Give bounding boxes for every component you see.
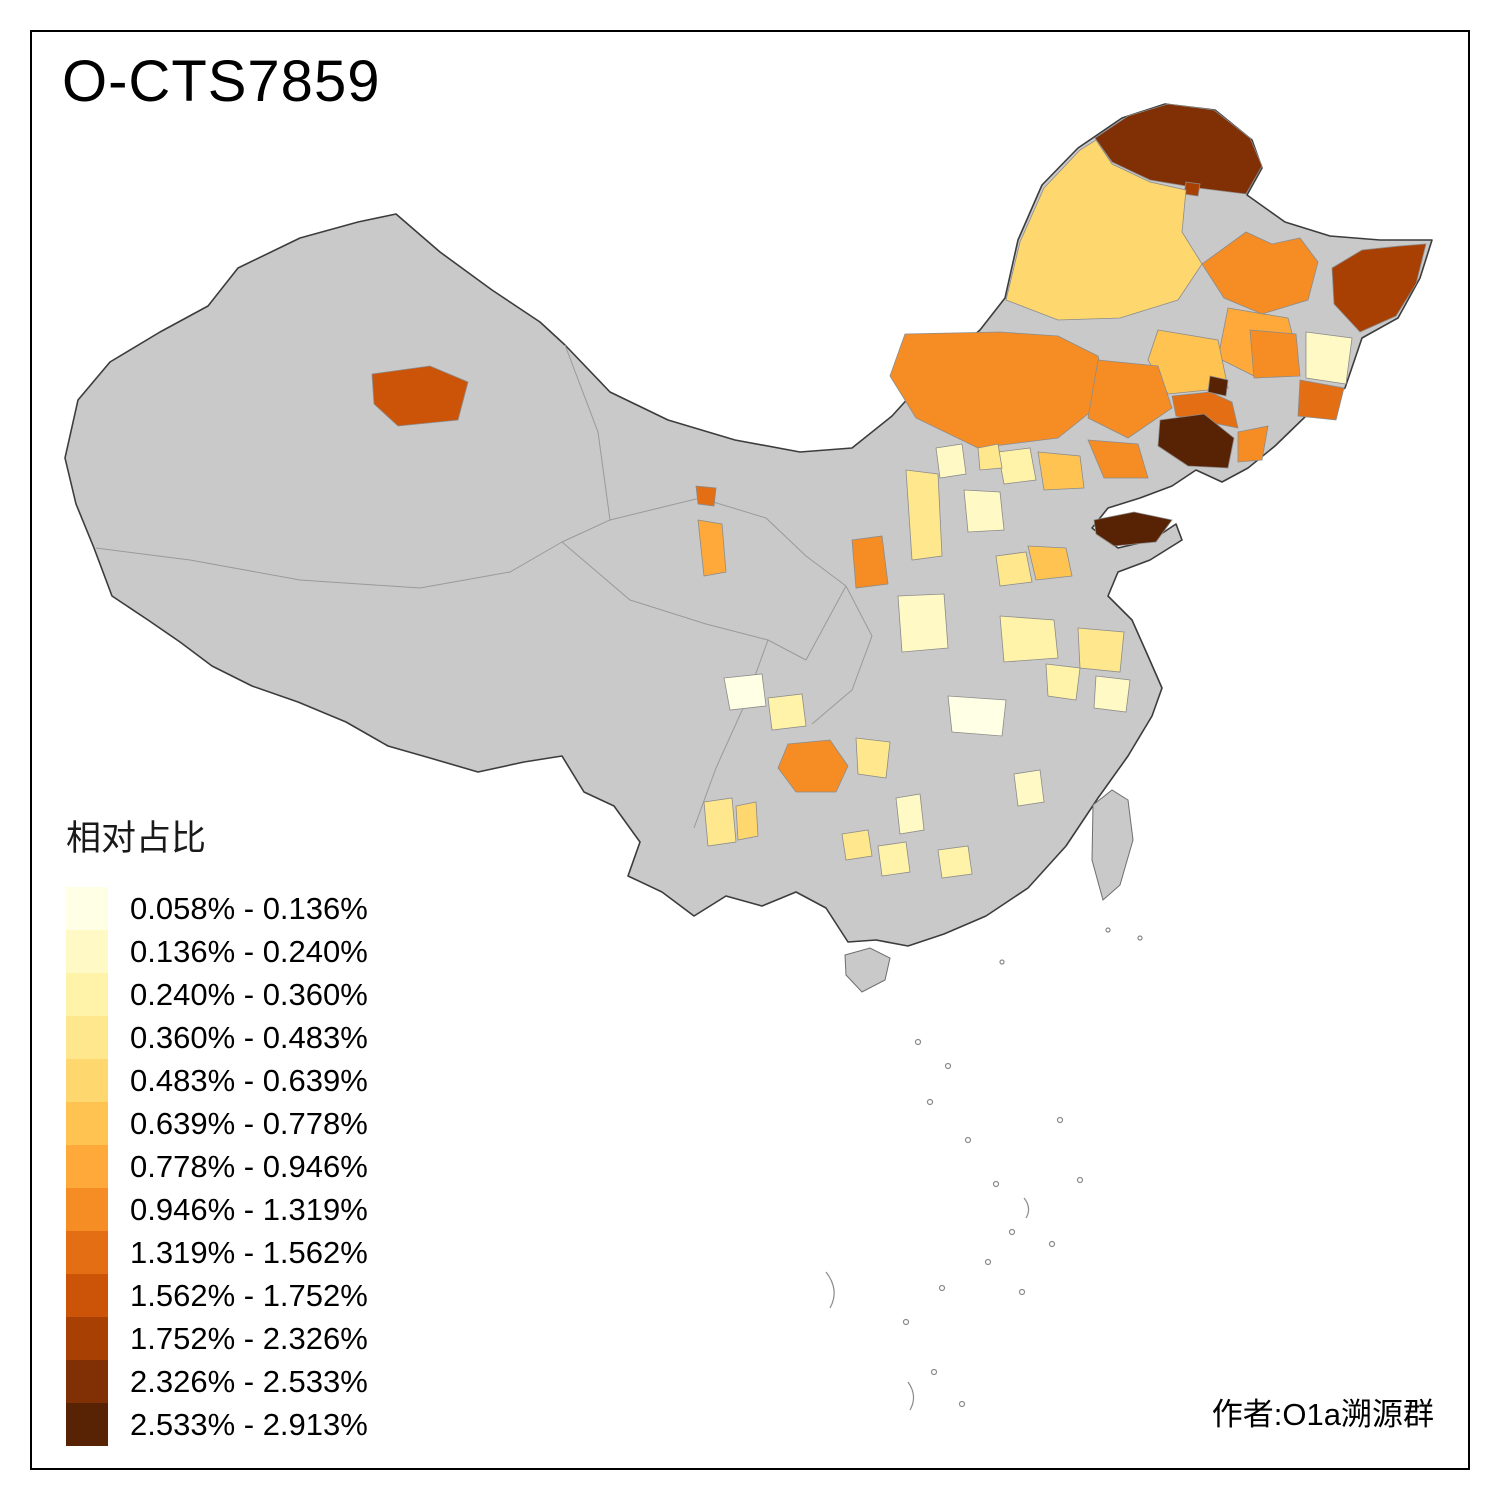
map-region-guangxi-1 — [877, 841, 911, 877]
legend-label: 1.752% - 2.326% — [130, 1320, 368, 1356]
legend-row: 2.533% - 2.913% — [66, 1403, 368, 1446]
map-region-hunan — [895, 793, 925, 835]
map-title: O-CTS7859 — [62, 49, 381, 114]
legend-row: 1.752% - 2.326% — [66, 1317, 368, 1360]
map-region-taiyuan — [851, 535, 889, 589]
south-china-sea-islands — [825, 927, 1143, 1411]
map-region-heihe-mid — [1201, 231, 1319, 315]
legend: 相对占比 0.058% - 0.136% 0.136% - 0.240% 0.240… — [66, 810, 368, 1446]
legend-label: 0.639% - 0.778% — [130, 1105, 368, 1141]
legend-swatch — [66, 1360, 108, 1403]
map-region-guiyang — [777, 739, 849, 793]
map-region-liaodong-dark — [1157, 413, 1235, 469]
legend-row: 0.946% - 1.319% — [66, 1188, 368, 1231]
map-region-jinan — [995, 551, 1033, 587]
map-region-benxi-dark-dot — [1207, 375, 1229, 397]
legend-row: 0.483% - 0.639% — [66, 1059, 368, 1102]
map-region-shandong-east-dark — [1093, 511, 1173, 547]
legend-label: 0.778% - 0.946% — [130, 1148, 368, 1184]
legend-swatch — [66, 930, 108, 973]
map-region-chongqing — [855, 737, 891, 779]
map-region-yunnan-1 — [703, 797, 737, 847]
map-region-shanxi-strip — [905, 469, 943, 561]
legend-row: 0.058% - 0.136% — [66, 887, 368, 930]
legend-swatch — [66, 1403, 108, 1446]
map-region-henan — [999, 615, 1059, 663]
map-region-yinchuan-dot — [695, 485, 717, 507]
map-region-dandong — [1237, 425, 1269, 463]
map-region-xinjiang-blob — [371, 365, 469, 427]
legend-swatch — [66, 1231, 108, 1274]
legend-row: 0.639% - 0.778% — [66, 1102, 368, 1145]
map-region-jilin-east-pale — [1305, 331, 1353, 385]
map-region-tongliao — [1087, 359, 1173, 439]
map-region-hebei — [963, 489, 1005, 533]
legend-row: 0.778% - 0.946% — [66, 1145, 368, 1188]
legend-swatch — [66, 1059, 108, 1102]
legend-row: 1.319% - 1.562% — [66, 1231, 368, 1274]
map-region-neimenggu-west — [889, 331, 1109, 449]
choropleth-regions — [371, 103, 1427, 879]
map-region-anhui — [1045, 663, 1081, 701]
map-region-chifeng — [1037, 451, 1085, 491]
map-region-zibo — [1027, 545, 1073, 581]
taiwan-island — [1091, 789, 1134, 901]
legend-row: 2.326% - 2.533% — [66, 1360, 368, 1403]
map-region-sichuan-2 — [767, 693, 807, 731]
legend-swatch — [66, 1102, 108, 1145]
legend-swatch — [66, 1016, 108, 1059]
legend-label: 1.319% - 1.562% — [130, 1234, 368, 1270]
map-region-changchun — [1147, 329, 1229, 395]
legend-row: 0.360% - 0.483% — [66, 1016, 368, 1059]
legend-label: 0.946% - 1.319% — [130, 1191, 368, 1227]
legend-label: 0.240% - 0.360% — [130, 976, 368, 1012]
map-region-ningxia-strip — [697, 519, 727, 577]
legend-label: 1.562% - 1.752% — [130, 1277, 368, 1313]
legend-label: 0.360% - 0.483% — [130, 1019, 368, 1055]
credit-text: 作者:O1a溯源群 — [1211, 1397, 1434, 1432]
legend-label: 0.058% - 0.136% — [130, 890, 368, 926]
map-region-hubei — [947, 695, 1007, 737]
map-region-jilin-se — [1249, 329, 1301, 379]
map-region-jiangsu — [1093, 675, 1131, 713]
legend-row: 1.562% - 1.752% — [66, 1274, 368, 1317]
province-borders — [95, 344, 873, 829]
legend-label: 0.136% - 0.240% — [130, 933, 368, 969]
map-region-sanjiang-east — [1331, 243, 1427, 333]
map-region-guangdong — [937, 845, 973, 879]
legend-swatch — [66, 1274, 108, 1317]
map-region-sichuan-1 — [723, 673, 767, 711]
map-region-jiangxi — [1013, 769, 1045, 807]
map-region-xuzhou — [1077, 627, 1125, 673]
map-region-hulunbuir — [1005, 139, 1203, 321]
legend-row: 0.240% - 0.360% — [66, 973, 368, 1016]
legend-label: 0.483% - 0.639% — [130, 1062, 368, 1098]
map-region-heilongjiang-north — [1094, 103, 1263, 195]
legend-label: 2.326% - 2.533% — [130, 1363, 368, 1399]
legend-title: 相对占比 — [66, 819, 207, 858]
legend-rows: 0.058% - 0.136% 0.136% - 0.240% 0.240% - 0… — [66, 887, 368, 1446]
map-region-shaanbei — [897, 593, 949, 653]
hainan-island — [844, 947, 891, 993]
map-region-nenjiang-dot — [1183, 181, 1201, 197]
map-region-beijing — [997, 447, 1037, 485]
map-region-zhangjiakou — [935, 443, 967, 479]
legend-label: 2.533% - 2.913% — [130, 1406, 368, 1442]
legend-row: 0.136% - 0.240% — [66, 930, 368, 973]
legend-swatch — [66, 1145, 108, 1188]
map-region-chaoyang — [1087, 439, 1149, 479]
map-region-yanbian — [1297, 379, 1345, 421]
map-region-guangxi-2 — [841, 829, 873, 861]
legend-swatch — [66, 1317, 108, 1360]
map-region-yunnan-2 — [735, 801, 759, 841]
map-region-chengde — [977, 443, 1003, 471]
legend-swatch — [66, 973, 108, 1016]
legend-swatch — [66, 1188, 108, 1231]
legend-swatch — [66, 887, 108, 930]
